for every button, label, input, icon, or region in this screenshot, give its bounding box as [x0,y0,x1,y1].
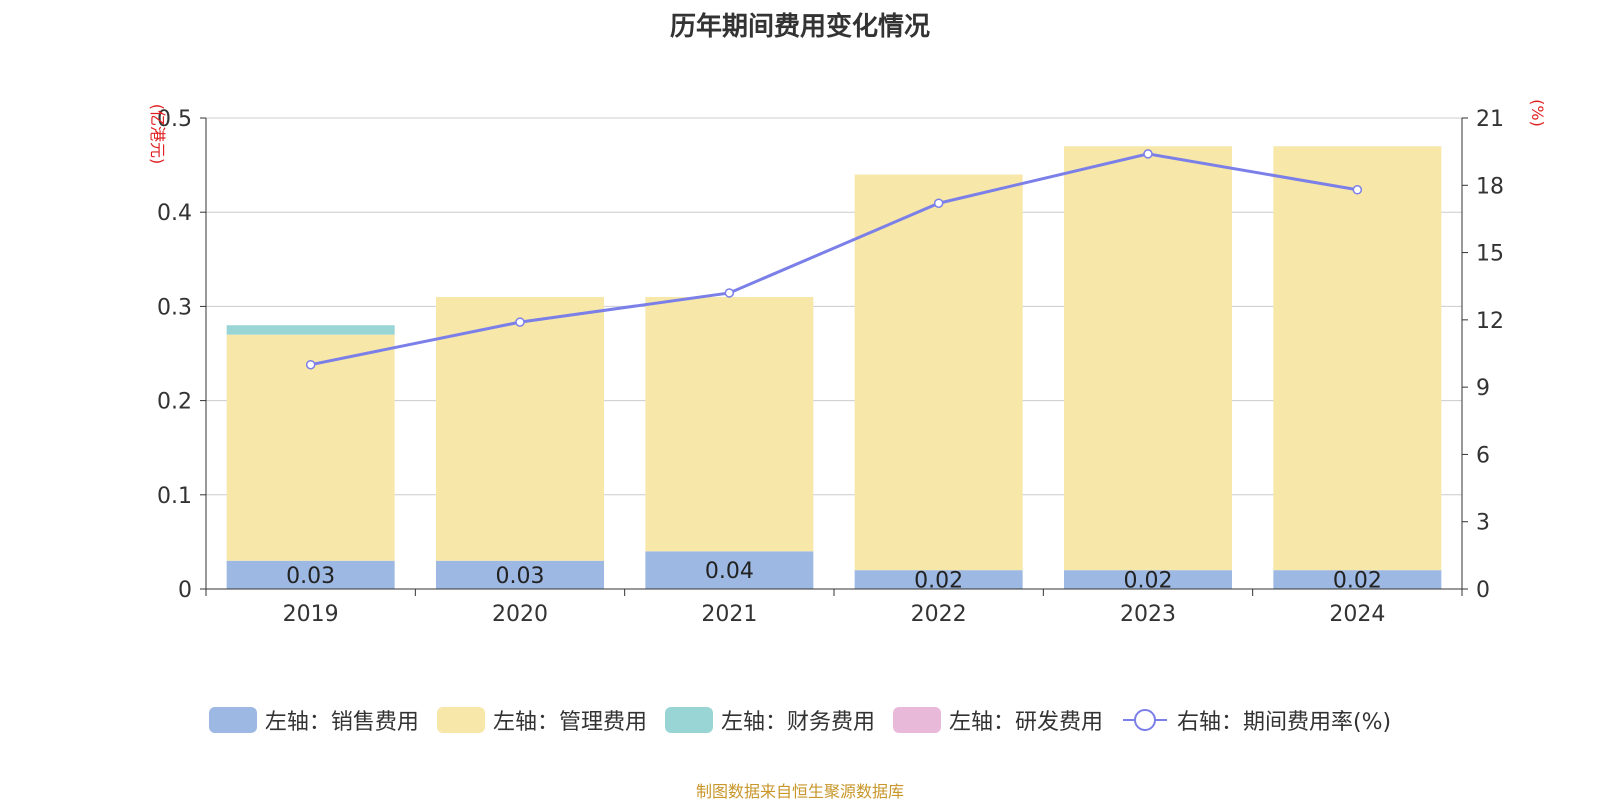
bar-segment [1064,146,1232,571]
legend-swatch-finance [664,707,713,733]
right-axis-tick-label: 15 [1476,242,1504,267]
legend-item-rnd[interactable]: 左轴：研发费用 [892,704,1103,736]
legend-label-expense-ratio: 右轴：期间费用率(%) [1176,710,1392,735]
left-axis-tick-label: 0.3 [157,295,192,320]
legend-label-sales: 左轴：销售费用 [264,710,419,735]
left-axis-tick-label: 0 [178,578,192,603]
expense-ratio-point [1352,185,1363,195]
right-axis-tick-label: 0 [1476,578,1490,603]
legend-label-rnd: 左轴：研发费用 [948,710,1103,735]
expense-ratio-point [1143,149,1153,159]
legend-item-admin[interactable]: 左轴：管理费用 [436,704,647,736]
bar-segment [436,296,604,561]
left-axis-unit-label: (亿港元) [148,104,167,165]
bar-segment [436,560,604,589]
bar-data-label: 0.03 [286,564,335,589]
expense-ratio-point [933,198,944,208]
right-axis-tick-label: 18 [1476,174,1504,199]
expense-ratio-point [724,288,735,298]
left-axis-tick-label: 0.2 [157,390,192,415]
bar-segment [226,334,395,561]
left-axis-tick-label: 0.5 [157,107,192,132]
bar-segment [226,560,395,589]
right-axis-tick-label: 12 [1476,309,1504,334]
bar-data-label: 0.02 [1333,569,1382,594]
legend-swatch-rnd [892,707,941,733]
bar-segment [1064,570,1232,589]
bar-segment [226,325,395,335]
bar-data-label: 0.02 [914,569,963,594]
right-axis-unit-label: (%) [1528,99,1547,127]
x-axis-tick-label: 2023 [1120,602,1176,627]
legend-label-finance: 左轴：财务费用 [720,710,875,735]
data-source-note: 制图数据来自恒生聚源数据库 [695,782,904,801]
legend-label-admin: 左轴：管理费用 [492,710,647,735]
x-axis-tick-label: 2021 [701,602,757,627]
left-axis-tick-label: 0.4 [157,201,192,226]
x-axis-tick-label: 2024 [1329,602,1385,627]
bar-data-label: 0.04 [705,559,754,584]
x-axis-tick-label: 2019 [283,602,339,627]
bar-segment [854,174,1023,571]
legend: 左轴：销售费用 左轴：管理费用 左轴：财务费用 左轴：研发费用 右轴：期间费用率… [0,700,1600,740]
expense-ratio-point [305,359,316,370]
bar-segment [1273,146,1442,571]
bar-segment [1273,570,1442,589]
legend-item-sales[interactable]: 左轴：销售费用 [208,704,419,736]
chart-plot: 0 0.1 0.2 0.3 0.4 0.5 0 3 6 9 12 15 18 21 (亿港元) (%) 2019… [148,99,1547,627]
legend-swatch-sales [208,707,257,733]
legend-item-expense-ratio[interactable]: 右轴：期间费用率(%) [1121,704,1391,736]
left-axis-tick-label: 0.1 [157,484,192,509]
legend-line-marker-icon [1122,709,1167,731]
right-axis-tick-label: 9 [1476,376,1490,401]
x-axis-tick-label: 2022 [911,602,967,627]
right-axis-tick-label: 3 [1476,511,1490,536]
right-axis-tick-label: 21 [1476,107,1504,132]
legend-item-finance[interactable]: 左轴：财务费用 [664,704,875,736]
chart-title: 历年期间费用变化情况 [669,12,930,42]
bar-segment [645,551,814,589]
expense-ratio-point [515,317,525,327]
legend-swatch-admin [436,707,485,733]
bar-data-label: 0.02 [1124,569,1173,594]
bar-segment [645,296,814,552]
expense-ratio-line [310,152,1358,367]
x-axis-tick-label: 2020 [492,602,548,627]
bar-segment [854,570,1023,589]
bar-data-label: 0.03 [496,564,545,589]
right-axis-tick-label: 6 [1476,443,1490,468]
